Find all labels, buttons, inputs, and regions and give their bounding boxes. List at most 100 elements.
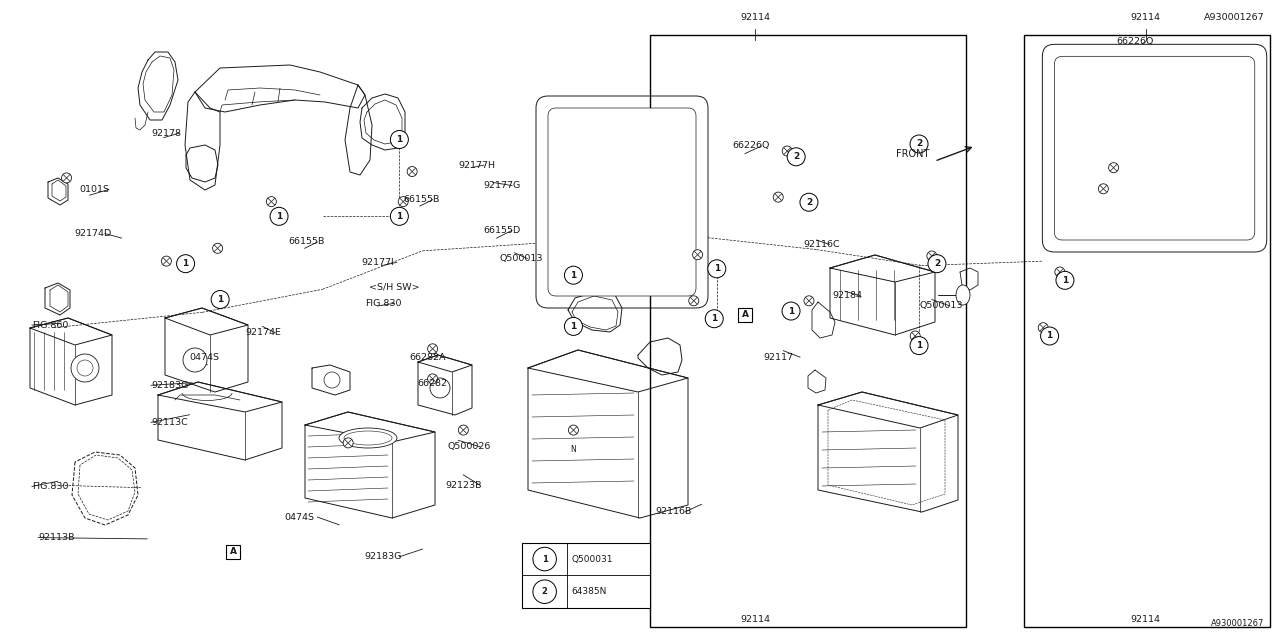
Text: 0101S: 0101S: [79, 185, 109, 194]
Text: A: A: [741, 310, 749, 319]
Text: 92113C: 92113C: [151, 418, 188, 427]
Text: 2: 2: [934, 259, 940, 268]
Text: FIG.830: FIG.830: [32, 482, 69, 491]
FancyBboxPatch shape: [536, 96, 708, 308]
Text: 66282: 66282: [417, 380, 447, 388]
Circle shape: [928, 255, 946, 273]
Text: 66226Q: 66226Q: [1116, 37, 1153, 46]
Circle shape: [910, 135, 928, 153]
Text: 66226Q: 66226Q: [732, 141, 769, 150]
Text: 92178: 92178: [151, 129, 180, 138]
Circle shape: [1056, 271, 1074, 289]
Text: 2: 2: [806, 198, 812, 207]
FancyBboxPatch shape: [1042, 44, 1267, 252]
Circle shape: [324, 372, 340, 388]
Text: 1: 1: [276, 212, 282, 221]
Circle shape: [61, 173, 72, 183]
Text: 1: 1: [183, 259, 188, 268]
Circle shape: [532, 547, 557, 571]
Ellipse shape: [956, 285, 970, 305]
Text: 92177I: 92177I: [361, 258, 394, 267]
Circle shape: [161, 256, 172, 266]
Text: FRONT: FRONT: [896, 148, 929, 159]
Text: 64385N: 64385N: [571, 587, 607, 596]
Circle shape: [270, 207, 288, 225]
Text: N: N: [570, 445, 576, 454]
Bar: [739, 308, 751, 322]
Circle shape: [1055, 267, 1065, 277]
Text: <S/H SW>: <S/H SW>: [369, 282, 420, 291]
Text: 1: 1: [397, 135, 402, 144]
Circle shape: [77, 360, 93, 376]
Text: 92184: 92184: [832, 291, 861, 300]
Text: 92174E: 92174E: [246, 328, 282, 337]
FancyBboxPatch shape: [548, 108, 696, 296]
Ellipse shape: [344, 431, 392, 445]
Circle shape: [910, 331, 920, 341]
Text: 1: 1: [916, 341, 922, 350]
Text: 92183G: 92183G: [151, 381, 188, 390]
Text: 92177H: 92177H: [458, 161, 495, 170]
Text: Q500013: Q500013: [499, 254, 543, 263]
Text: 92114: 92114: [1130, 13, 1161, 22]
Text: 1: 1: [541, 554, 548, 564]
Text: A930001267: A930001267: [1204, 13, 1265, 22]
Circle shape: [532, 580, 557, 604]
Text: 92116C: 92116C: [804, 240, 841, 249]
Circle shape: [212, 243, 223, 253]
Text: Q500026: Q500026: [448, 442, 492, 451]
Circle shape: [927, 251, 937, 261]
Circle shape: [266, 196, 276, 207]
Text: 2: 2: [916, 140, 922, 148]
Text: 1: 1: [397, 212, 402, 221]
Text: 1: 1: [218, 295, 223, 304]
Text: 92177G: 92177G: [484, 181, 521, 190]
Text: 66155B: 66155B: [403, 195, 439, 204]
Circle shape: [1098, 184, 1108, 194]
Bar: [650, 35, 966, 627]
Circle shape: [183, 348, 207, 372]
Circle shape: [177, 255, 195, 273]
Text: 92116B: 92116B: [655, 508, 691, 516]
Text: 92117: 92117: [763, 353, 792, 362]
Text: 2: 2: [794, 152, 799, 161]
Circle shape: [1041, 327, 1059, 345]
Circle shape: [689, 296, 699, 306]
Circle shape: [430, 378, 451, 398]
Text: Q500013: Q500013: [919, 301, 963, 310]
Circle shape: [428, 374, 438, 384]
Circle shape: [787, 148, 805, 166]
Text: 1: 1: [571, 322, 576, 331]
Text: 1: 1: [1047, 332, 1052, 340]
Circle shape: [564, 266, 582, 284]
Circle shape: [398, 196, 408, 207]
Circle shape: [773, 192, 783, 202]
Text: 66282A: 66282A: [410, 353, 447, 362]
Circle shape: [782, 146, 792, 156]
Bar: [1024, 35, 1270, 627]
Bar: [522, 543, 650, 608]
Text: 92123B: 92123B: [445, 481, 483, 490]
Text: 92183G: 92183G: [365, 552, 402, 561]
Circle shape: [800, 193, 818, 211]
Circle shape: [428, 344, 438, 354]
Circle shape: [458, 425, 468, 435]
Circle shape: [804, 296, 814, 306]
Text: 92114: 92114: [740, 13, 771, 22]
Text: 92174D: 92174D: [74, 229, 111, 238]
Circle shape: [564, 317, 582, 335]
Text: 92114: 92114: [740, 615, 771, 624]
Circle shape: [211, 291, 229, 308]
Text: 0474S: 0474S: [189, 353, 219, 362]
Text: 1: 1: [571, 271, 576, 280]
Text: 92113B: 92113B: [38, 533, 76, 542]
Ellipse shape: [339, 428, 397, 448]
Text: FIG.860: FIG.860: [32, 321, 68, 330]
Text: 0474S: 0474S: [284, 513, 314, 522]
Text: 2: 2: [541, 587, 548, 596]
Circle shape: [70, 354, 99, 382]
Text: 66155B: 66155B: [288, 237, 324, 246]
Text: 66155D: 66155D: [484, 226, 521, 235]
Circle shape: [1038, 323, 1048, 333]
Bar: [227, 545, 239, 559]
